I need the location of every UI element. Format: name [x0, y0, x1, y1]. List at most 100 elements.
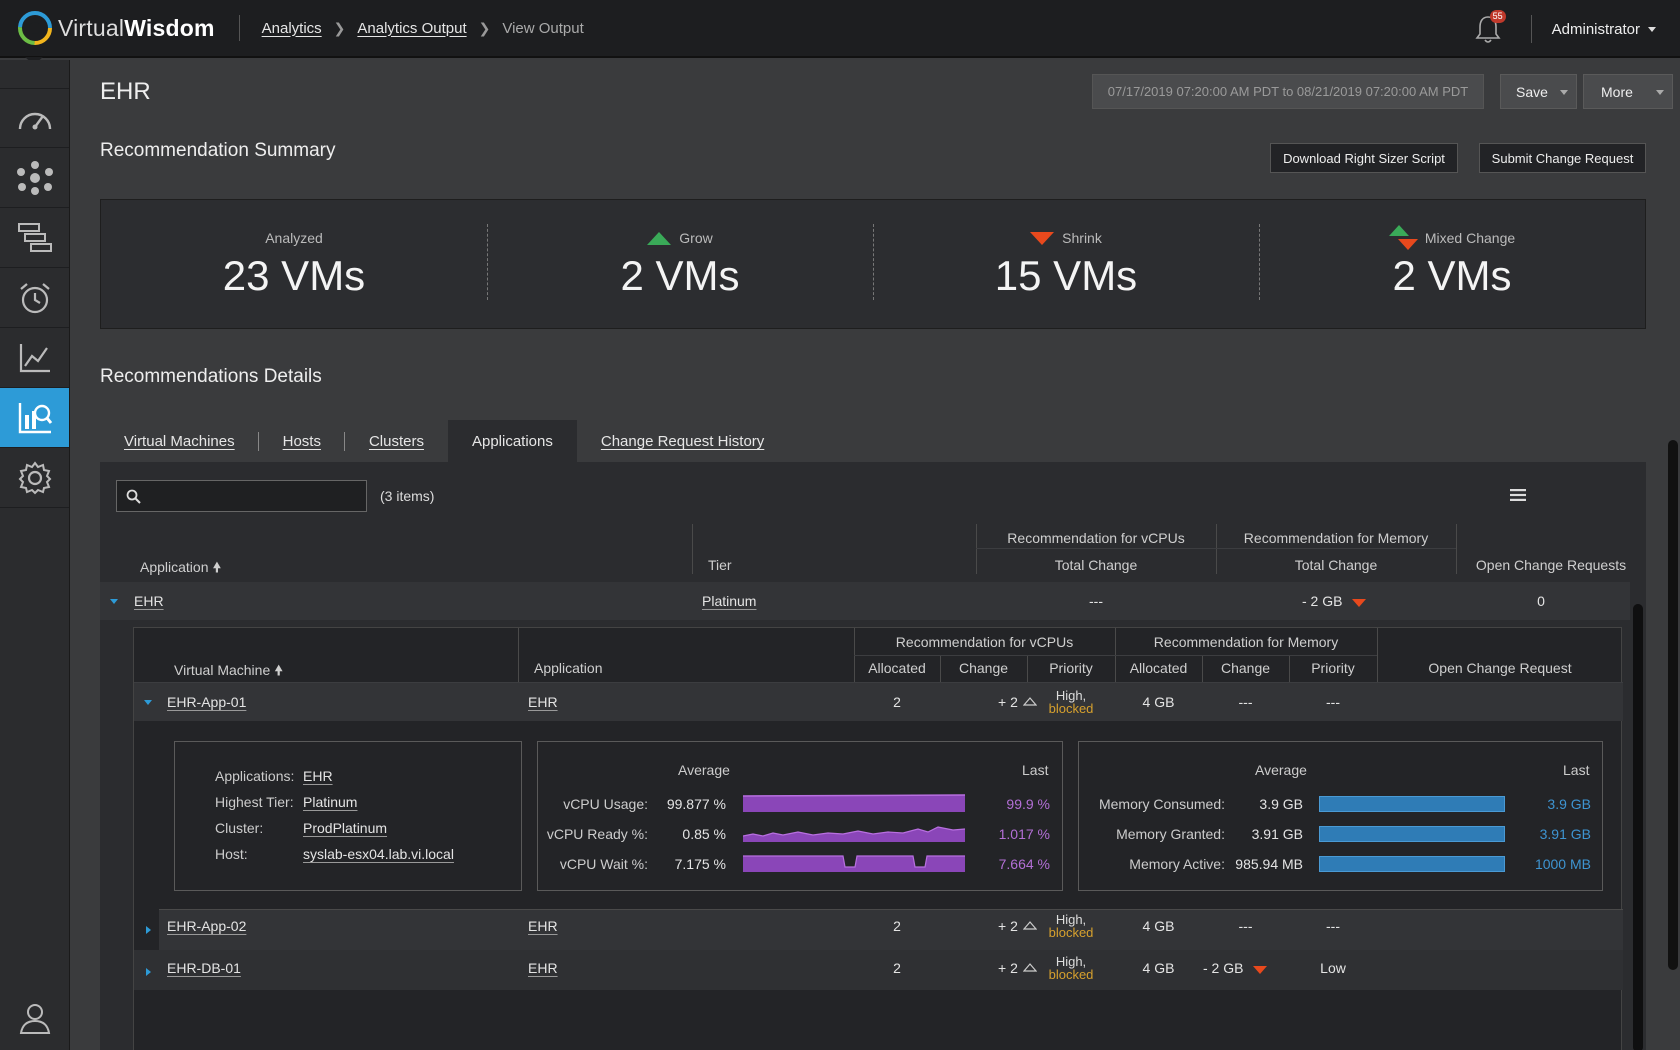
vm-cpu-allocated: 2	[893, 694, 901, 710]
col-mem-total-change[interactable]: Total Change	[1294, 557, 1378, 573]
col-mem-allocated[interactable]: Allocated	[1129, 660, 1188, 676]
tier-link[interactable]: Platinum	[303, 794, 358, 810]
summary-analyzed: Analyzed 23 VMs	[101, 200, 487, 328]
collapse-row-icon[interactable]	[144, 700, 152, 705]
col-vcpu-priority[interactable]: Priority	[1049, 660, 1093, 676]
tab-hosts[interactable]: Hosts	[259, 420, 346, 463]
sidebar-item-reports[interactable]	[0, 328, 69, 388]
vcpu-usage-last: 99.9 %	[1006, 796, 1050, 812]
vm-mem-priority: Low	[1320, 960, 1346, 976]
vm-app-link[interactable]: EHR	[528, 918, 558, 934]
vm-app-link[interactable]: EHR	[528, 960, 558, 976]
vcpu-usage-sparkline	[743, 794, 965, 812]
collapse-row-icon[interactable]	[110, 599, 118, 604]
col-group-vm-memory: Recommendation for Memory	[1153, 634, 1339, 650]
vcpu-ready-average: 0.85 %	[682, 826, 726, 842]
vm-name-link[interactable]: EHR-App-01	[167, 694, 247, 710]
col-mem-priority[interactable]: Priority	[1311, 660, 1355, 676]
col-open-change-requests[interactable]: Open Change Requests	[1475, 557, 1627, 573]
applications-panel: (3 items) Application 🠝 Tier Recommendat…	[100, 462, 1646, 1050]
vm-cpu-change: + 2	[998, 960, 1018, 976]
download-script-button[interactable]: Download Right Sizer Script	[1270, 143, 1458, 173]
sidebar-item-settings[interactable]	[0, 448, 69, 508]
col-vm-application[interactable]: Application	[534, 660, 603, 676]
vm-app-link[interactable]: EHR	[528, 694, 558, 710]
tab-change-request-history[interactable]: Change Request History	[600, 433, 765, 450]
table-row[interactable]	[134, 683, 1623, 721]
tab-virtual-machines[interactable]: Virtual Machines	[100, 420, 259, 463]
breadcrumb-current: View Output	[502, 19, 584, 37]
host-label: Host:	[215, 846, 248, 862]
decrease-arrow-icon	[1352, 599, 1366, 607]
breadcrumb-analytics[interactable]: Analytics	[261, 19, 322, 37]
sidebar-item-dashboard[interactable]	[0, 88, 69, 148]
vm-mem-change: ---	[1238, 694, 1253, 710]
cluster-link[interactable]: ProdPlatinum	[303, 820, 388, 836]
col-vcpu-change[interactable]: Change	[958, 660, 1009, 676]
notifications-button[interactable]: 55	[1475, 10, 1506, 44]
sidebar-item-inventory[interactable]	[0, 208, 69, 268]
item-count: (3 items)	[380, 488, 435, 504]
vm-mem-change: - 2 GB	[1203, 960, 1244, 976]
app-logo[interactable]: VirtualWisdom	[18, 11, 215, 45]
table-row[interactable]	[159, 910, 1623, 950]
sidebar	[0, 60, 70, 1050]
line-chart-icon	[19, 343, 50, 372]
col-virtual-machine[interactable]: Virtual Machine 🠝	[174, 662, 284, 678]
cpu-average-header: Average	[678, 762, 730, 778]
app-tier-link[interactable]: Platinum	[702, 593, 757, 609]
sidebar-item-topology[interactable]	[0, 148, 69, 208]
caret-down-icon	[1560, 90, 1568, 95]
host-link[interactable]: syslab-esx04.lab.vi.local	[303, 846, 454, 862]
page-scrollbar[interactable]	[1668, 440, 1678, 970]
date-range-picker[interactable]: 07/17/2019 07:20:00 AM PDT to 08/21/2019…	[1092, 74, 1484, 109]
table-scrollbar-thumb[interactable]	[1633, 604, 1643, 1050]
search-input[interactable]	[116, 480, 367, 512]
vm-name-link[interactable]: EHR-App-02	[167, 918, 247, 934]
col-tier[interactable]: Tier	[708, 557, 732, 573]
summary-shrink: Shrink 15 VMs	[873, 200, 1259, 328]
col-open-change-request[interactable]: Open Change Request	[1428, 660, 1572, 676]
more-button[interactable]: More	[1583, 74, 1673, 109]
table-row[interactable]	[134, 950, 1623, 990]
summary-grow: Grow 2 VMs	[487, 200, 873, 328]
app-name-link[interactable]: EHR	[134, 593, 164, 609]
sidebar-item-profile[interactable]	[0, 1002, 70, 1034]
expand-row-icon[interactable]	[146, 926, 151, 934]
submit-change-request-button[interactable]: Submit Change Request	[1479, 143, 1646, 173]
memory-consumed-bar	[1319, 796, 1505, 812]
col-mem-change[interactable]: Change	[1220, 660, 1271, 676]
vm-memory-panel: Average Last Memory Consumed: 3.9 GB 3.9…	[1078, 741, 1603, 891]
sort-asc-icon: 🠝	[274, 662, 284, 678]
vm-cpu-change: + 2	[998, 694, 1018, 710]
analyzed-label: Analyzed	[265, 230, 323, 246]
notification-count-badge: 55	[1489, 10, 1506, 23]
stack-icon	[17, 222, 52, 252]
memory-granted-bar	[1319, 826, 1505, 842]
tab-clusters[interactable]: Clusters	[368, 433, 424, 450]
tab-applications[interactable]: Applications	[447, 420, 577, 463]
table-row[interactable]	[100, 582, 1630, 620]
applications-label: Applications:	[215, 768, 295, 784]
applications-link[interactable]: EHR	[303, 768, 333, 784]
grow-arrow-icon	[647, 231, 672, 245]
column-menu-icon[interactable]	[1510, 489, 1526, 501]
user-menu[interactable]: Administrator	[1552, 21, 1656, 38]
col-application[interactable]: Application 🠝	[140, 559, 222, 575]
col-vcpu-total-change[interactable]: Total Change	[1054, 557, 1138, 573]
breadcrumb-analytics-output[interactable]: Analytics Output	[357, 19, 467, 37]
vm-cpu-panel: Average Last vCPU Usage: 99.877 % 99.9 %…	[537, 741, 1063, 891]
cluster-label: Cluster:	[215, 820, 264, 836]
sidebar-item-analytics[interactable]	[0, 388, 69, 448]
sidebar-item-alarms[interactable]	[0, 268, 69, 328]
memory-consumed-average: 3.9 GB	[1259, 796, 1303, 812]
vm-cpu-priority: High, blocked	[1048, 912, 1094, 940]
col-vcpu-allocated[interactable]: Allocated	[868, 660, 926, 676]
decrease-arrow-icon	[1253, 966, 1267, 974]
vm-name-link[interactable]: EHR-DB-01	[167, 960, 241, 976]
cpu-last-header: Last	[1022, 762, 1049, 778]
save-button[interactable]: Save	[1500, 74, 1577, 109]
mixed-value: 2 VMs	[1392, 252, 1512, 299]
app-open-requests: 0	[1537, 593, 1545, 609]
expand-row-icon[interactable]	[146, 968, 151, 976]
